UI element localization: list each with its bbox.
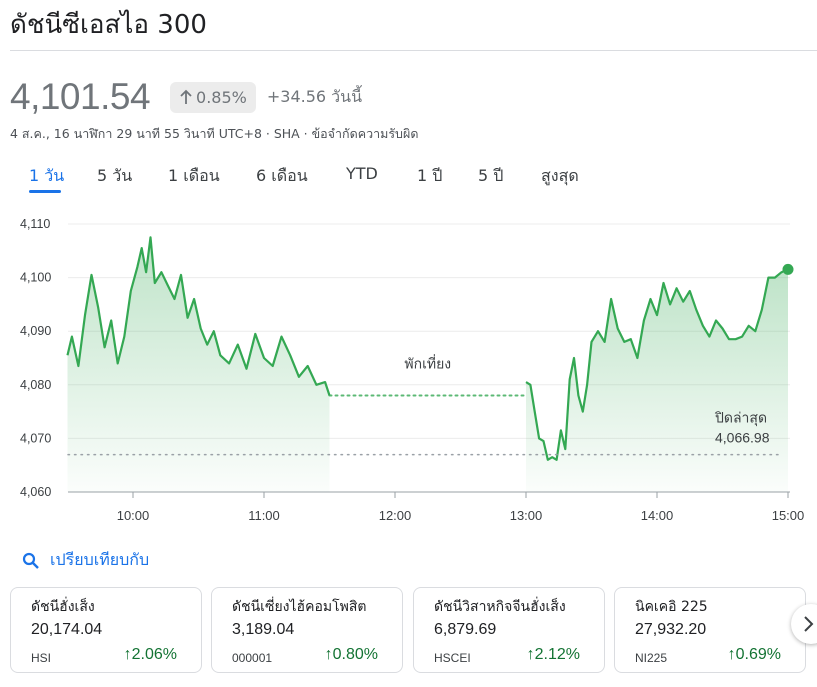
tab-5-years[interactable]: 5 ปี xyxy=(478,166,504,185)
index-value: 6,879.69 xyxy=(434,621,497,638)
arrow-up-icon: ↑ xyxy=(727,646,736,663)
previous-close-value: 4,066.98 xyxy=(715,430,770,446)
index-ticker: 000001 xyxy=(232,651,273,665)
index-percent-value: 0.69% xyxy=(735,646,781,663)
index-value: 20,174.04 xyxy=(31,621,103,638)
series-area-0 xyxy=(67,237,330,492)
arrow-up-icon: ↑ xyxy=(123,646,132,663)
series-line-1 xyxy=(525,268,789,461)
index-ticker: HSI xyxy=(31,651,52,665)
x-tick-label: 14:00 xyxy=(641,508,674,523)
index-ticker: NI225 xyxy=(635,651,668,665)
price-chart[interactable]: 4,110 4,100 4,090 4,080 4,070 4,060 10:00 11:0… xyxy=(0,205,817,530)
series-line-0 xyxy=(66,236,331,396)
quote-meta: 4 ส.ค., 16 นาฬิกา 29 นาที 55 วินาที UTC+… xyxy=(10,126,419,141)
tab-5-days[interactable]: 5 วัน xyxy=(97,166,133,185)
index-card-hscei[interactable]: ดัชนีวิสาหกิจจีนฮั่งเส็ง 6,879.69 HSCEI … xyxy=(413,587,605,673)
previous-close-label: ปิดล่าสุด xyxy=(715,410,768,427)
y-tick-label: 4,070 xyxy=(20,431,51,445)
y-tick-label: 4,080 xyxy=(20,378,51,392)
index-percent-value: 2.06% xyxy=(131,646,177,663)
compare-label: เปรียบเทียบกับ xyxy=(50,550,150,569)
index-name: ดัชนีวิสาหกิจจีนฮั่งเส็ง xyxy=(434,599,566,615)
y-tick-label: 4,090 xyxy=(20,324,51,338)
index-value: 27,932.20 xyxy=(635,621,707,638)
page-title: ดัชนีซีเอสไอ 300 xyxy=(10,10,207,40)
index-name: ดัชนีเซี่ยงไฮ้คอมโพสิต xyxy=(232,599,367,615)
tab-ytd[interactable]: YTD xyxy=(346,164,378,183)
tab-6-months[interactable]: 6 เดือน xyxy=(256,166,308,185)
index-card-000001[interactable]: ดัชนีเซี่ยงไฮ้คอมโพสิต 3,189.04 000001 ↑… xyxy=(211,587,403,673)
percent-change-badge: 0.85% xyxy=(170,81,256,113)
divider xyxy=(10,50,817,51)
price-row: 4,101.54 0.85% +34.56 วันนี้ xyxy=(10,76,362,118)
next-cards-button[interactable] xyxy=(791,604,817,644)
arrow-up-icon: ↑ xyxy=(526,646,535,663)
y-tick-label: 4,110 xyxy=(20,217,50,231)
index-percent-change: ↑0.69% xyxy=(728,646,781,664)
search-icon xyxy=(22,552,39,569)
x-tick-label: 10:00 xyxy=(117,508,150,523)
x-tick-label: 15:00 xyxy=(772,508,805,523)
index-value: 3,189.04 xyxy=(232,621,295,638)
x-tick-label: 12:00 xyxy=(379,508,412,523)
index-name: นิคเคอิ 225 xyxy=(635,599,708,615)
lunch-break-label: พักเที่ยง xyxy=(404,355,451,372)
y-tick-label: 4,060 xyxy=(20,485,51,499)
time-range-tabs: 1 วัน 5 วัน 1 เดือน 6 เดือน YTD 1 ปี 5 ป… xyxy=(0,164,817,194)
compare-button[interactable]: เปรียบเทียบกับ xyxy=(22,548,149,573)
index-percent-change: ↑0.80% xyxy=(325,646,378,664)
absolute-change: +34.56 วันนี้ xyxy=(266,86,363,106)
chevron-right-icon xyxy=(804,616,814,632)
index-ticker: HSCEI xyxy=(434,651,471,665)
index-name: ดัชนีฮั่งเส็ง xyxy=(31,599,95,615)
index-percent-change: ↑2.12% xyxy=(527,646,580,664)
x-tick-label: 13:00 xyxy=(510,508,543,523)
tab-1-day[interactable]: 1 วัน xyxy=(29,166,65,185)
tab-max[interactable]: สูงสุด xyxy=(541,166,579,185)
arrow-up-icon: ↑ xyxy=(324,646,333,663)
active-tab-indicator xyxy=(29,190,61,193)
arrow-up-icon xyxy=(180,89,192,104)
current-price: 4,101.54 xyxy=(10,76,151,117)
x-tick-label: 11:00 xyxy=(248,508,280,523)
current-point-marker xyxy=(782,263,794,275)
y-tick-label: 4,100 xyxy=(20,271,51,285)
index-card-ni225[interactable]: นิคเคอิ 225 27,932.20 NI225 ↑0.69% xyxy=(614,587,806,673)
tab-1-year[interactable]: 1 ปี xyxy=(417,166,443,185)
index-percent-change: ↑2.06% xyxy=(124,646,177,664)
index-percent-value: 2.12% xyxy=(534,646,580,663)
index-card-hsi[interactable]: ดัชนีฮั่งเส็ง 20,174.04 HSI ↑2.06% xyxy=(10,587,202,673)
series-area-1 xyxy=(526,269,788,492)
percent-change-value: 0.85% xyxy=(196,87,247,107)
index-percent-value: 0.80% xyxy=(332,646,378,663)
tab-1-month[interactable]: 1 เดือน xyxy=(168,166,220,185)
